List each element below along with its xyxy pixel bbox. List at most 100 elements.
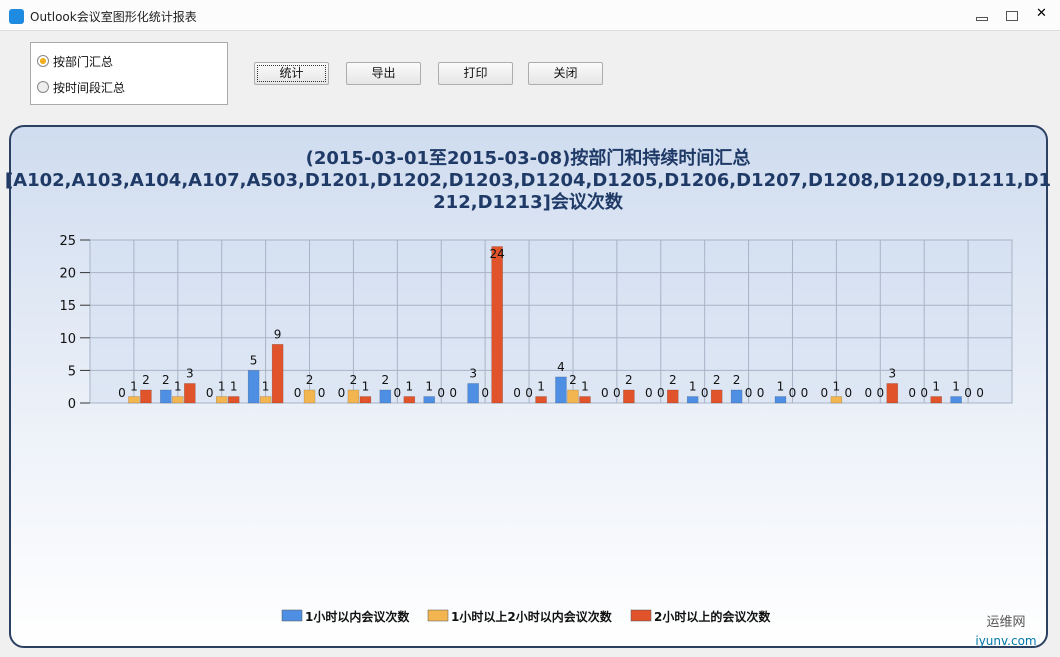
value-label: 0	[821, 386, 829, 400]
value-label: 0	[801, 386, 809, 400]
value-label: 2	[350, 373, 358, 387]
bar	[930, 396, 942, 404]
watermark: iyunv.com	[975, 634, 1036, 648]
value-label: 1	[362, 379, 370, 393]
value-label: 0	[745, 386, 753, 400]
button[interactable]: 统计	[254, 62, 329, 85]
bar	[623, 389, 635, 404]
value-label: 0	[601, 386, 609, 400]
value-label: 1	[689, 379, 697, 393]
button[interactable]: 导出	[346, 62, 421, 85]
radio-option[interactable]: 按部门汇总	[37, 53, 113, 70]
value-label: 4	[557, 360, 565, 374]
radio-label: 按时间段汇总	[53, 81, 126, 95]
value-label: 2	[713, 373, 721, 387]
value-label: 0	[118, 386, 126, 400]
legend-label: 1小时以上2小时以内会议次数	[451, 609, 613, 624]
value-label: 0	[513, 386, 521, 400]
plot-area	[89, 239, 1013, 404]
value-label: 0	[657, 386, 665, 400]
value-label: 1	[406, 379, 414, 393]
bar	[379, 389, 392, 404]
value-label: 2	[669, 373, 677, 387]
bar	[535, 396, 547, 404]
value-label: 2	[142, 373, 150, 387]
value-label: 9	[274, 327, 282, 341]
bar	[259, 396, 272, 404]
value-label: 0	[318, 386, 326, 400]
value-label: 1	[581, 379, 589, 393]
value-label: 0	[338, 386, 346, 400]
value-label: 2	[162, 373, 170, 387]
y-tick-label: 10	[59, 332, 76, 347]
value-label: 1	[537, 379, 545, 393]
value-label: 0	[864, 386, 872, 400]
bar	[160, 389, 172, 404]
legend-swatch	[281, 609, 303, 622]
value-label: 0	[449, 386, 457, 400]
bar	[491, 246, 503, 404]
maximize-button[interactable]	[1006, 11, 1018, 21]
minimize-button[interactable]	[976, 17, 988, 21]
value-label: 0	[976, 386, 984, 400]
value-label: 0	[920, 386, 928, 400]
value-label: 3	[186, 366, 194, 380]
value-label: 0	[964, 386, 972, 400]
legend-swatch	[427, 609, 449, 622]
bar	[950, 396, 962, 404]
value-label: 1	[932, 379, 940, 393]
title-bar: Outlook会议室图形化统计报表 ✕	[0, 0, 1060, 31]
value-label: 0	[437, 386, 445, 400]
value-label: 1	[130, 379, 138, 393]
value-label: 1	[952, 379, 960, 393]
button[interactable]: 打印	[438, 62, 513, 85]
y-tick-label: 0	[68, 397, 76, 412]
bar	[567, 389, 579, 404]
bar	[347, 389, 360, 404]
bar	[686, 396, 699, 404]
value-label: 2	[625, 373, 633, 387]
bar	[227, 396, 240, 404]
value-label: 1	[230, 379, 238, 393]
bar	[184, 383, 196, 404]
legend-label: 2小时以上的会议次数	[654, 609, 771, 624]
value-label: 0	[525, 386, 533, 400]
value-label: 3	[469, 366, 477, 380]
button[interactable]: 关闭	[528, 62, 603, 85]
value-label: 0	[876, 386, 884, 400]
y-tick-label: 15	[59, 299, 76, 314]
value-label: 1	[833, 379, 841, 393]
value-label: 0	[908, 386, 916, 400]
bar	[579, 396, 591, 404]
value-label: 0	[789, 386, 797, 400]
value-label: 0	[481, 386, 489, 400]
bar	[271, 344, 284, 404]
value-label: 1	[218, 379, 226, 393]
bar	[830, 396, 843, 404]
radio-option[interactable]: 按时间段汇总	[37, 79, 125, 96]
y-tick-label: 20	[59, 267, 76, 282]
chart-title: (2015-03-01至2015-03-08)按部门和持续时间汇总	[306, 147, 751, 169]
bar	[128, 396, 140, 404]
y-tick-label: 25	[59, 234, 76, 249]
y-tick-label: 5	[68, 364, 76, 379]
window-title: Outlook会议室图形化统计报表	[30, 10, 197, 24]
value-label: 3	[888, 366, 896, 380]
bar	[303, 389, 316, 404]
value-label: 0	[613, 386, 621, 400]
value-label: 2	[569, 373, 577, 387]
bar	[172, 396, 184, 404]
value-label: 24	[490, 247, 505, 261]
bar	[403, 396, 416, 404]
close-button[interactable]: ✕	[1036, 6, 1047, 21]
bar	[886, 383, 899, 404]
bar	[423, 396, 435, 404]
legend-label: 1小时以内会议次数	[305, 609, 410, 624]
value-label: 0	[394, 386, 402, 400]
value-label: 0	[294, 386, 302, 400]
bar	[774, 396, 787, 404]
watermark: 运维网	[986, 615, 1025, 630]
value-label: 0	[645, 386, 653, 400]
app-icon	[9, 9, 24, 24]
